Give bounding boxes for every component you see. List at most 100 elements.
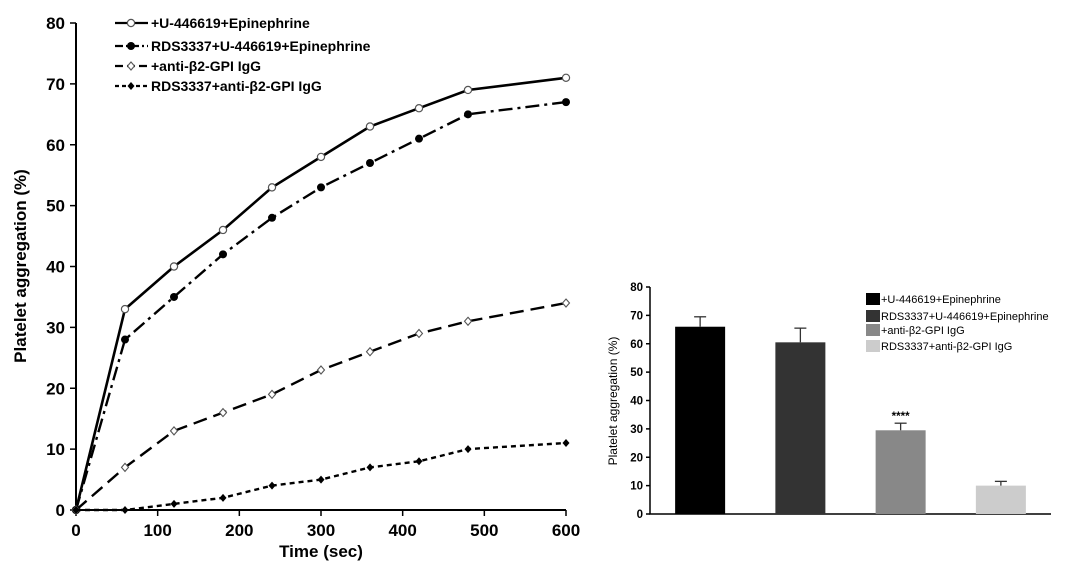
line-series-line: [76, 441, 567, 512]
line-series-point: [120, 304, 130, 314]
line-chart-series: [71, 73, 571, 515]
line-chart-axes: [75, 23, 566, 511]
line-chart-y-tick-label: 50: [46, 197, 65, 216]
line-chart-x-tick-label: 0: [71, 521, 80, 540]
line-series-point: [414, 328, 424, 339]
line-series-point: [463, 85, 473, 95]
line-chart-y-ticks: 0 10 20 30 40 50 60 70 80: [46, 14, 76, 520]
legend-label: +anti-β2-GPI IgG: [151, 58, 261, 74]
legend-label: RDS3337+U-446619+Epinephrine: [151, 38, 371, 54]
bar-1: [675, 326, 726, 514]
line-chart-x-tick-label: 100: [143, 521, 171, 540]
line-series-point: [414, 104, 424, 113]
legend-marker: [126, 61, 136, 71]
line-series-2: [72, 98, 570, 514]
line-chart-y-tick-label: 0: [56, 501, 65, 520]
line-series-point: [415, 457, 423, 466]
bar-chart-bars: ****: [675, 316, 1026, 514]
bar-chart-legend: +U-446619+Epinephrine RDS3337+U-446619+Ep…: [866, 293, 1049, 353]
line-series-point: [464, 445, 472, 454]
bar-chart-y-tick-label: 20: [630, 452, 643, 464]
line-series-point: [317, 475, 325, 484]
bar-legend-swatch: [866, 340, 880, 352]
line-chart-x-axis-label: Time (sec): [279, 542, 363, 561]
line-series-point: [170, 292, 178, 301]
significance-annotation: ****: [892, 411, 910, 423]
line-series-point: [120, 462, 130, 473]
line-series-point: [562, 98, 570, 107]
line-series-point: [365, 346, 375, 357]
line-series-point: [72, 506, 80, 514]
legend-marker: [126, 18, 136, 28]
line-series-point: [169, 262, 179, 271]
legend-marker: [127, 42, 135, 50]
bar-chart-y-tick-label: 50: [630, 367, 643, 379]
line-chart-y-tick-label: 40: [46, 258, 65, 277]
line-series-3: [71, 298, 571, 515]
line-chart-y-tick-label: 70: [46, 75, 65, 94]
line-series-point: [121, 506, 129, 514]
legend-label: RDS3337+anti-β2-GPI IgG: [151, 78, 322, 94]
line-series-point: [316, 365, 326, 375]
bar-2: [775, 342, 826, 514]
bar-chart-y-tick-label: 80: [630, 282, 643, 294]
bar-chart-y-tick-label: 60: [630, 339, 643, 351]
bar-legend-swatch: [866, 324, 880, 336]
bar-legend-label: +anti-β2-GPI IgG: [881, 325, 965, 337]
legend-label: +U-446619+Epinephrine: [151, 15, 310, 31]
line-series-point: [365, 122, 375, 131]
line-chart-x-tick-label: 300: [307, 521, 335, 540]
line-series-point: [219, 493, 227, 502]
line-chart: 0 10 20 30 40 50 60 70 80 0 100 200 300 400 500 600 Ti…: [11, 14, 580, 561]
line-chart-x-ticks: 0 100 200 300 400 500 600: [71, 510, 580, 540]
line-chart-y-tick-label: 60: [46, 136, 65, 155]
line-series-point: [268, 481, 276, 490]
line-chart-y-axis-label: Platelet aggregation (%): [11, 169, 30, 363]
line-series-point: [415, 134, 423, 143]
line-series-point: [268, 213, 276, 222]
line-series-4: [72, 439, 570, 514]
line-chart-y-tick-label: 80: [46, 14, 65, 33]
bar-legend-swatch: [866, 293, 880, 305]
bar-chart-y-tick-label: 10: [630, 481, 643, 493]
line-series-line: [74, 100, 567, 511]
bar-legend-label: +U-446619+Epinephrine: [881, 294, 1001, 306]
bar-chart-y-tick-label: 40: [630, 396, 643, 408]
bar-chart-y-tick-label: 30: [630, 424, 643, 436]
line-chart-y-tick-label: 30: [46, 318, 65, 337]
bar-legend-label: RDS3337+U-446619+Epinephrine: [881, 311, 1049, 323]
line-chart-y-tick-label: 10: [46, 440, 65, 459]
line-series-point: [219, 250, 227, 259]
line-series-point: [317, 183, 325, 192]
line-chart-x-tick-label: 600: [552, 521, 580, 540]
bar-chart-y-tick-label: 70: [630, 310, 643, 322]
bar-chart-y-ticks: 0 10 20 30 40 50 60 70 80: [630, 282, 650, 521]
bar-4: [975, 485, 1026, 514]
line-series-point: [267, 183, 277, 192]
bar-legend-swatch: [866, 310, 880, 322]
line-series-point: [170, 499, 178, 508]
bar-chart-y-axis-label: Platelet aggregation (%): [606, 337, 620, 466]
line-chart-legend: +U-446619+Epinephrine RDS3337+U-446619+Ep…: [115, 15, 371, 94]
bar-legend-label: RDS3337+anti-β2-GPI IgG: [881, 341, 1012, 353]
line-series-point: [464, 110, 472, 119]
line-series-point: [121, 335, 129, 344]
bar-chart-y-tick-label: 0: [637, 509, 643, 521]
line-series-point: [561, 298, 571, 308]
line-series-point: [561, 73, 571, 82]
line-series-point: [218, 225, 228, 235]
line-series-point: [169, 426, 179, 436]
line-chart-x-tick-label: 200: [225, 521, 253, 540]
line-series-line: [74, 76, 567, 511]
line-series-line: [75, 301, 567, 511]
line-series-point: [366, 159, 374, 168]
line-chart-x-tick-label: 400: [388, 521, 416, 540]
bar-chart: 0 10 20 30 40 50 60 70 80 **** Platelet aggregat…: [606, 282, 1051, 521]
bar-3: [875, 430, 926, 514]
line-series-point: [562, 439, 570, 448]
line-series-point: [366, 463, 374, 472]
line-series-point: [463, 316, 473, 327]
legend-marker: [127, 82, 135, 90]
line-series-point: [267, 389, 277, 400]
